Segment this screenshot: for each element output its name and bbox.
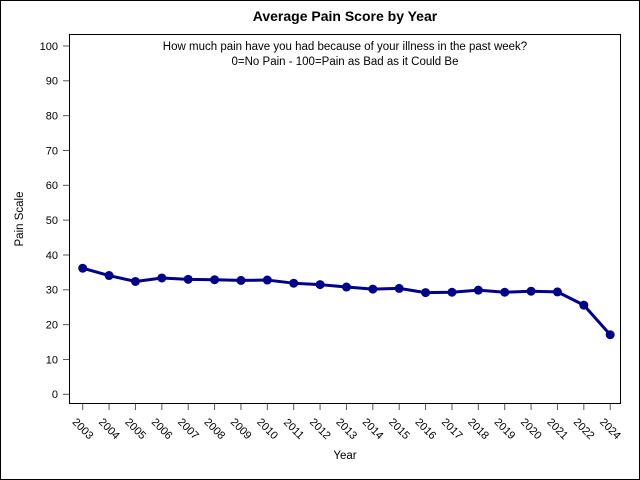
data-point — [183, 274, 193, 284]
x-tick-label: 2024 — [597, 416, 623, 442]
x-tick-label: 2009 — [228, 416, 254, 442]
data-point — [394, 283, 404, 293]
x-tick-label: 2013 — [333, 416, 359, 442]
data-point — [262, 275, 272, 285]
data-point — [210, 275, 220, 285]
data-point — [157, 273, 167, 283]
data-point — [473, 285, 483, 295]
x-tick-label: 2004 — [96, 416, 122, 442]
x-axis-title: Year — [333, 450, 357, 462]
data-point — [78, 263, 88, 273]
data-point — [447, 287, 457, 297]
x-tick-label: 2003 — [70, 416, 96, 442]
data-point — [104, 271, 114, 281]
y-tick-label: 70 — [46, 145, 58, 157]
y-tick-label: 30 — [46, 285, 58, 297]
x-tick-label: 2021 — [544, 416, 570, 442]
x-tick-label: 2011 — [281, 417, 306, 442]
y-tick-label: 80 — [46, 111, 58, 123]
x-tick-label: 2007 — [175, 416, 201, 442]
x-tick-label: 2018 — [465, 416, 491, 442]
data-point — [552, 287, 562, 297]
y-tick-label: 50 — [46, 215, 58, 227]
x-tick-label: 2014 — [360, 416, 386, 442]
y-tick-label: 20 — [46, 319, 58, 331]
data-point — [315, 280, 325, 290]
y-tick-label: 60 — [46, 180, 58, 192]
chart-subtitle: How much pain have you had because of yo… — [69, 40, 621, 70]
y-tick-label: 10 — [46, 354, 58, 366]
x-tick-label: 2006 — [149, 416, 175, 442]
x-tick-label: 2010 — [254, 416, 280, 442]
data-point — [130, 276, 140, 286]
x-tick-label: 2012 — [307, 416, 333, 442]
x-tick-label: 2005 — [122, 416, 148, 442]
chart-title: Average Pain Score by Year — [252, 8, 438, 24]
data-point — [500, 287, 510, 297]
y-tick-label: 0 — [52, 389, 58, 401]
data-point — [289, 278, 299, 288]
data-point — [605, 330, 615, 340]
data-point — [236, 275, 246, 285]
y-tick-label: 90 — [46, 76, 58, 88]
x-tick-label: 2017 — [439, 416, 465, 442]
x-tick-label: 2022 — [571, 416, 597, 442]
x-tick-label: 2016 — [412, 416, 438, 442]
data-point — [341, 282, 351, 292]
y-tick-label: 100 — [40, 41, 58, 53]
data-point — [421, 288, 431, 298]
x-tick-label: 2008 — [201, 416, 227, 442]
x-tick-label: 2019 — [492, 416, 518, 442]
data-point — [368, 284, 378, 294]
chart-subtitle-line2: 0=No Pain - 100=Pain as Bad as it Could … — [231, 56, 459, 68]
data-point — [526, 286, 536, 296]
plot-area-frame — [69, 34, 621, 404]
y-tick-label: 40 — [46, 250, 58, 262]
data-point — [579, 300, 589, 310]
x-tick-label: 2015 — [386, 416, 412, 442]
x-tick-label: 2020 — [518, 416, 544, 442]
chart-subtitle-line1: How much pain have you had because of yo… — [162, 41, 528, 53]
